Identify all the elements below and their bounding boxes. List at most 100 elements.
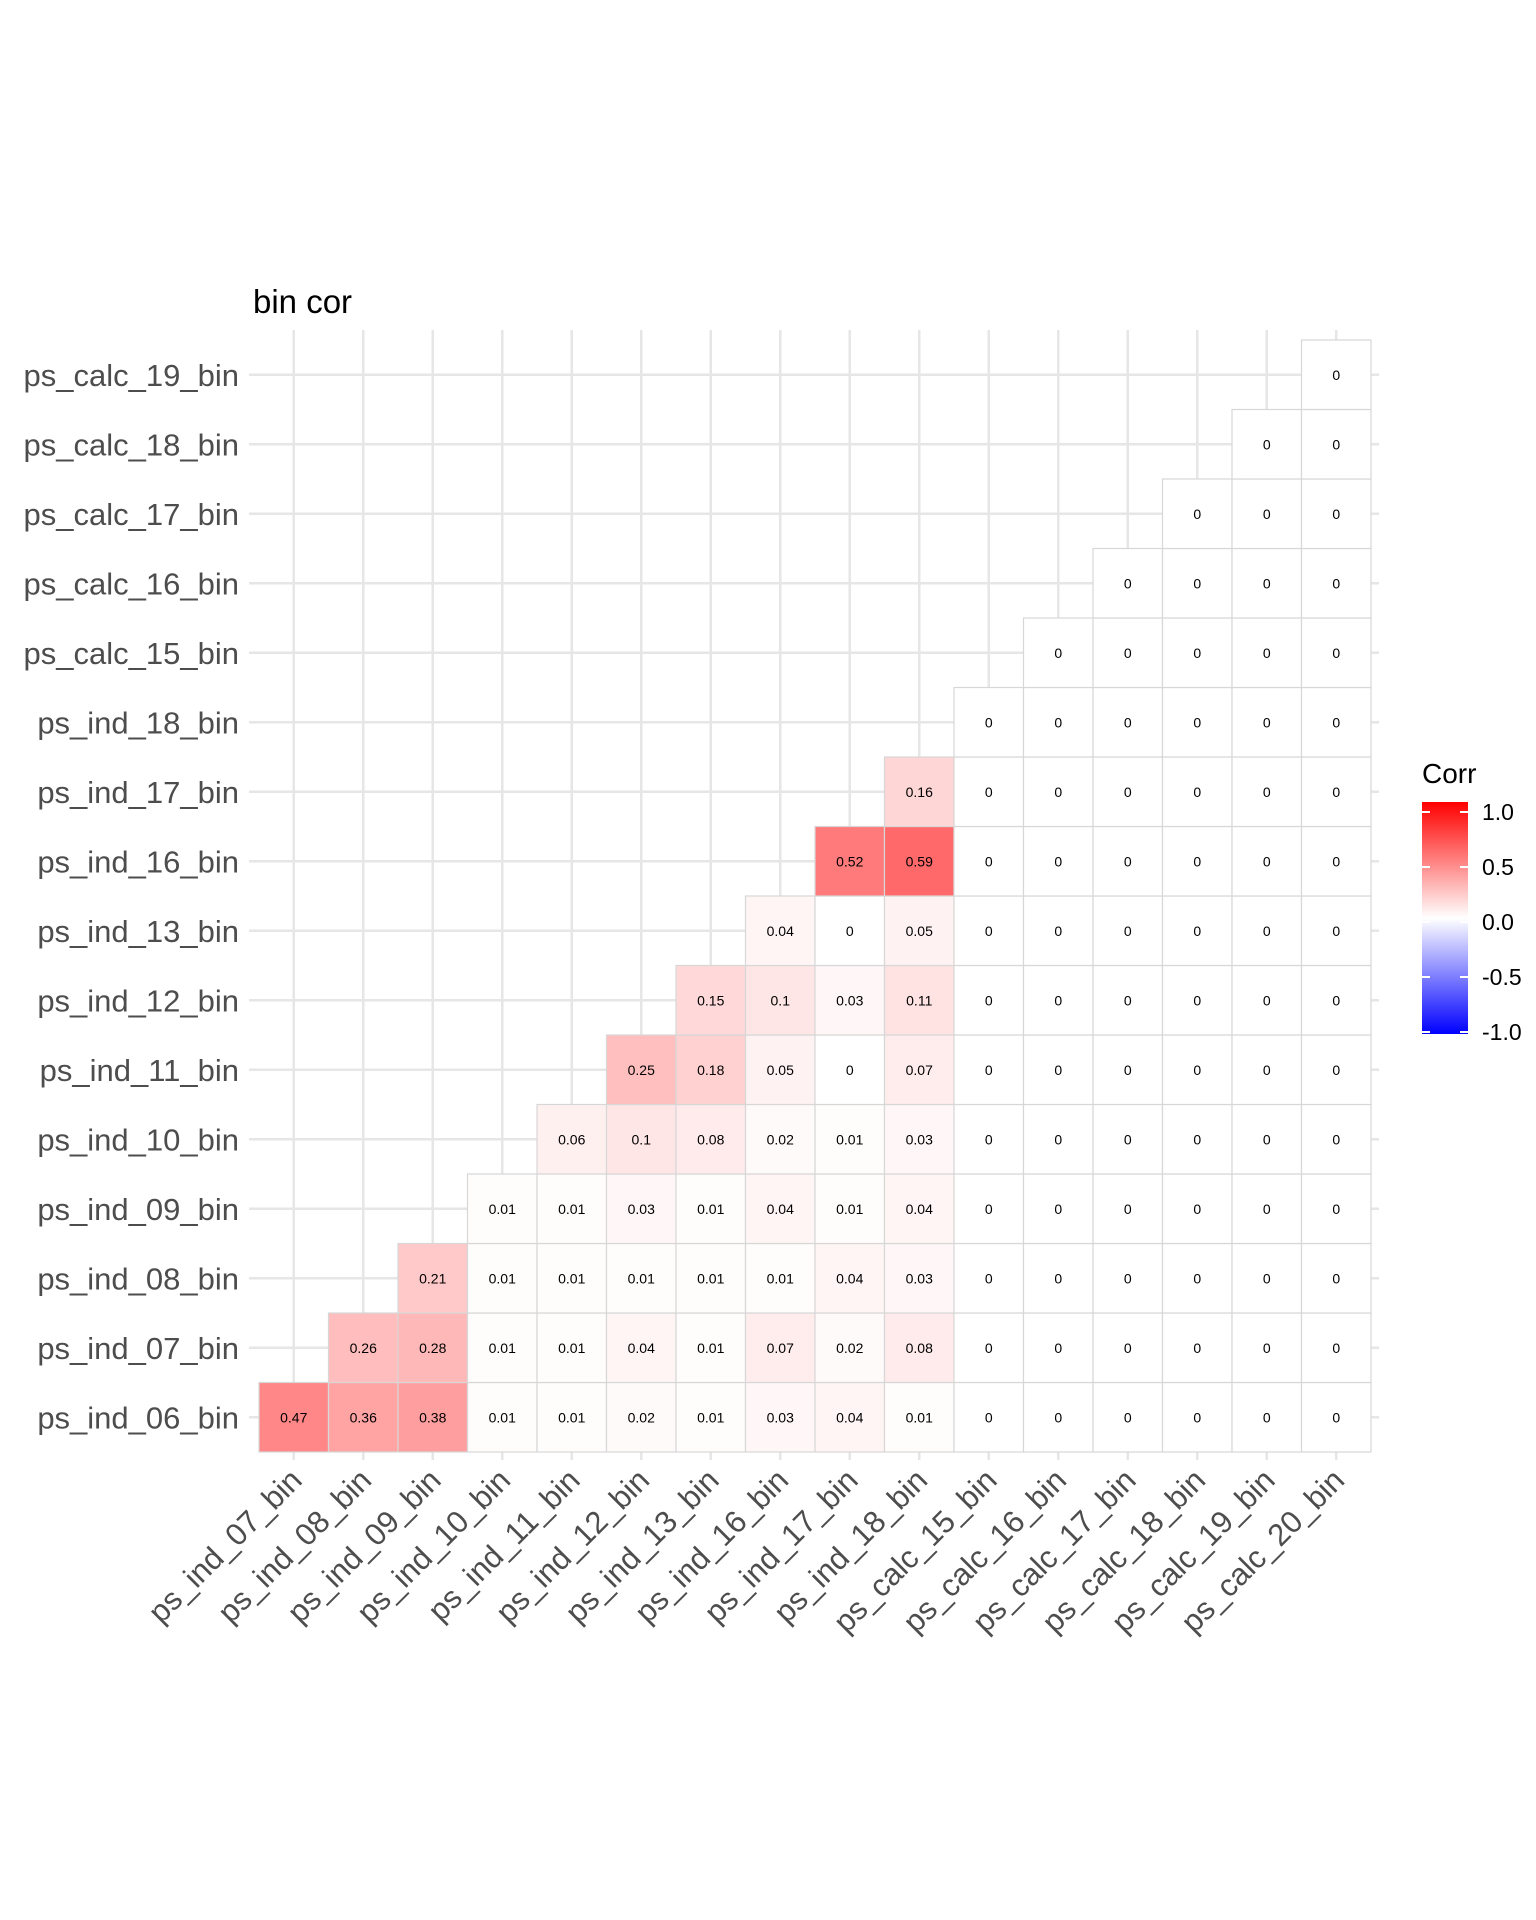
heatmap-cell	[1231, 1381, 1303, 1453]
cell-value-label: 0	[985, 992, 993, 1008]
cell-value-label: 0.08	[697, 1131, 724, 1147]
cell-value-label: 0.52	[836, 853, 863, 869]
heatmap-cell	[953, 756, 1025, 828]
heatmap-cell	[814, 1173, 886, 1245]
heatmap-cell	[1161, 1173, 1233, 1245]
cell-value-label: 0	[1332, 1062, 1340, 1078]
cell-value-label: 0	[1054, 853, 1062, 869]
cell-value-label: 0	[1263, 1270, 1271, 1286]
heatmap-cell	[605, 1242, 677, 1314]
heatmap-cell	[953, 1381, 1025, 1453]
cell-value-label: 0	[1193, 714, 1201, 730]
cell-value-label: 0	[1332, 436, 1340, 452]
heatmap-cell	[1022, 1103, 1094, 1175]
y-tick-label: ps_calc_17_bin	[24, 497, 239, 532]
cell-value-label: 0	[1124, 1340, 1132, 1356]
cell-value-label: 0.04	[906, 1201, 933, 1217]
heatmap-cell	[536, 1381, 608, 1453]
heatmap-cell	[1300, 756, 1372, 828]
cell-value-label: 0	[1332, 575, 1340, 591]
heatmap-cell	[744, 1312, 816, 1384]
heatmap-cell	[883, 1242, 955, 1314]
cell-value-label: 0.11	[906, 992, 932, 1008]
cell-value-label: 0	[985, 1201, 993, 1217]
cell-value-label: 0	[1263, 1201, 1271, 1217]
cell-value-label: 0.18	[697, 1062, 724, 1078]
cell-value-label: 0	[1124, 1201, 1132, 1217]
cell-value-label: 0	[1054, 784, 1062, 800]
cell-value-label: 0	[1193, 1062, 1201, 1078]
heatmap-cell	[1092, 617, 1164, 689]
cell-value-label: 0.25	[628, 1062, 655, 1078]
cell-value-label: 0	[985, 1340, 993, 1356]
heatmap-cell	[1300, 1173, 1372, 1245]
heatmap-cell	[1022, 964, 1094, 1036]
cell-value-label: 0.03	[767, 1409, 794, 1425]
heatmap-cell	[814, 825, 886, 897]
heatmap-cell	[953, 1034, 1025, 1106]
cell-value-label: 0	[1332, 784, 1340, 800]
cell-value-label: 0	[1332, 853, 1340, 869]
cell-value-label: 0	[846, 923, 854, 939]
cell-value-label: 0.01	[836, 1131, 863, 1147]
cell-value-label: 0.01	[836, 1201, 863, 1217]
cell-value-label: 0.05	[906, 923, 933, 939]
cell-value-label: 0	[1332, 1131, 1340, 1147]
cell-value-label: 0.38	[419, 1409, 446, 1425]
cell-value-label: 0	[1332, 1201, 1340, 1217]
legend-tick-label: 0.5	[1482, 854, 1514, 880]
y-tick-label: ps_ind_08_bin	[37, 1261, 239, 1296]
cell-value-label: 0.02	[836, 1340, 863, 1356]
heatmap-cell	[883, 895, 955, 967]
cell-value-label: 0	[1193, 1131, 1201, 1147]
heatmap-cell	[1092, 756, 1164, 828]
legend-tick-label: 0.0	[1482, 909, 1514, 935]
cell-value-label: 0.03	[906, 1270, 933, 1286]
cell-value-label: 0	[1193, 992, 1201, 1008]
cell-value-label: 0	[985, 784, 993, 800]
y-tick-label: ps_calc_19_bin	[24, 358, 239, 393]
cell-value-label: 0.21	[419, 1270, 446, 1286]
heatmap-cell	[1092, 1103, 1164, 1175]
heatmap-cell	[536, 1242, 608, 1314]
heatmap-cell	[744, 1242, 816, 1314]
heatmap-cell	[605, 1381, 677, 1453]
cell-value-label: 0	[1124, 1062, 1132, 1078]
cell-value-label: 0	[1124, 645, 1132, 661]
heatmap-cell	[1300, 1034, 1372, 1106]
cell-value-label: 0.02	[767, 1131, 794, 1147]
heatmap-cell	[536, 1103, 608, 1175]
legend: Corr 1.0 0.5 0.0 -0.5 -1.0	[1422, 758, 1522, 1045]
cell-value-label: 0	[1193, 1201, 1201, 1217]
legend-tick-label: -0.5	[1482, 964, 1522, 990]
cell-value-label: 0	[1263, 1340, 1271, 1356]
heatmap-cell	[1300, 547, 1372, 619]
cell-value-label: 0.01	[489, 1270, 516, 1286]
heatmap-cell	[675, 1103, 747, 1175]
cell-value-label: 0.26	[350, 1340, 377, 1356]
cell-value-label: 0	[1124, 714, 1132, 730]
heatmap-cell	[1231, 964, 1303, 1036]
x-axis: ps_ind_07_binps_ind_08_binps_ind_09_binp…	[141, 1462, 1351, 1639]
cell-value-label: 0.01	[558, 1340, 585, 1356]
cell-value-label: 0.16	[906, 784, 933, 800]
heatmap-cell	[1231, 547, 1303, 619]
heatmap-cell	[953, 1312, 1025, 1384]
cell-value-label: 0.04	[836, 1409, 863, 1425]
cell-value-label: 0.01	[489, 1201, 516, 1217]
cell-value-label: 0	[1332, 1270, 1340, 1286]
y-tick-label: ps_calc_18_bin	[24, 427, 239, 462]
heatmap-cell	[675, 1381, 747, 1453]
cell-value-label: 0	[1054, 923, 1062, 939]
cell-value-label: 0.36	[350, 1409, 377, 1425]
heatmap-cell	[397, 1381, 469, 1453]
cell-value-label: 0	[985, 1270, 993, 1286]
heatmap-cell	[1161, 478, 1233, 550]
cell-value-label: 0	[1332, 992, 1340, 1008]
heatmap-cell	[1231, 1242, 1303, 1314]
cell-value-label: 0	[1054, 1131, 1062, 1147]
cell-value-label: 0.04	[767, 923, 794, 939]
heatmap-cell	[605, 1103, 677, 1175]
heatmap-cell	[744, 1034, 816, 1106]
y-tick-label: ps_ind_12_bin	[37, 983, 239, 1018]
